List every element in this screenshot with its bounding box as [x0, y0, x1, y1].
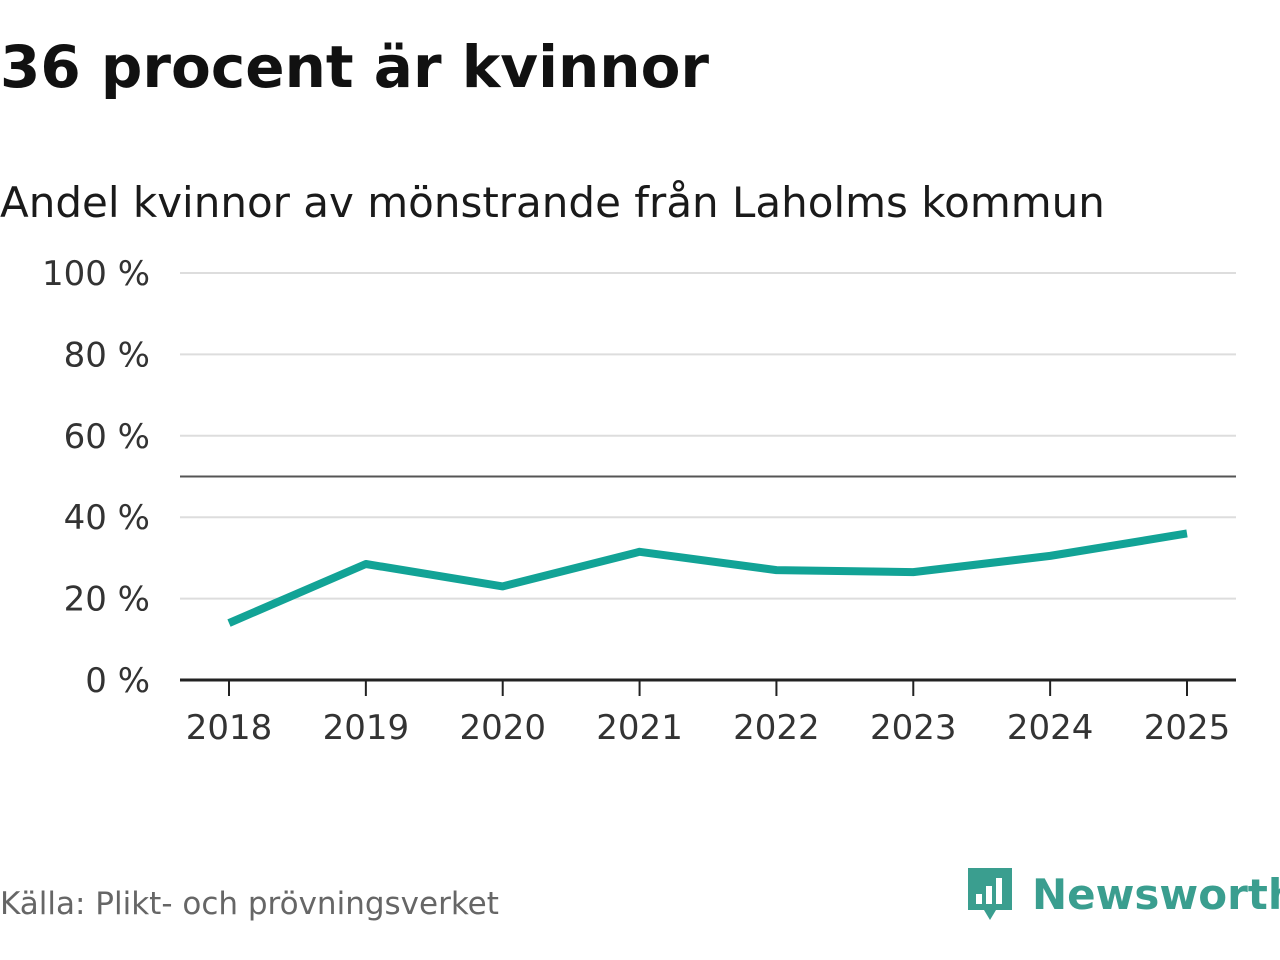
source-note: Källa: Plikt- och prövningsverket	[0, 886, 499, 922]
x-tick-label: 2022	[733, 708, 820, 748]
y-tick-label: 40 %	[64, 498, 150, 538]
y-tick-label: 80 %	[64, 335, 150, 375]
y-tick-label: 0 %	[85, 661, 150, 701]
chart-title: 36 procent är kvinnor	[0, 33, 710, 101]
axis-layer: 0 % 20 % 40 % 60 % 80 % 100 % 2018 2019 2020 2021…	[42, 254, 1236, 748]
brand-name: Newsworthy	[1032, 869, 1280, 919]
newsworthy-logo-icon	[968, 868, 1012, 920]
x-tick-label: 2024	[1007, 708, 1094, 748]
x-tick-label: 2023	[870, 708, 957, 748]
series-layer	[227, 529, 1188, 627]
x-tick-label: 2025	[1144, 708, 1231, 748]
series-line	[227, 529, 1188, 627]
grid-layer	[180, 272, 1236, 600]
brand-logo: Newsworthy	[964, 864, 1280, 924]
x-tick-label: 2018	[186, 708, 273, 748]
y-tick-label: 100 %	[42, 254, 150, 294]
x-tick-label: 2020	[459, 708, 546, 748]
x-tick-label: 2021	[596, 708, 683, 748]
y-tick-label: 20 %	[64, 580, 150, 620]
y-tick-label: 60 %	[64, 417, 150, 457]
chart-subtitle: Andel kvinnor av mönstrande från Laholms…	[0, 178, 1105, 227]
x-tick-label: 2019	[323, 708, 410, 748]
